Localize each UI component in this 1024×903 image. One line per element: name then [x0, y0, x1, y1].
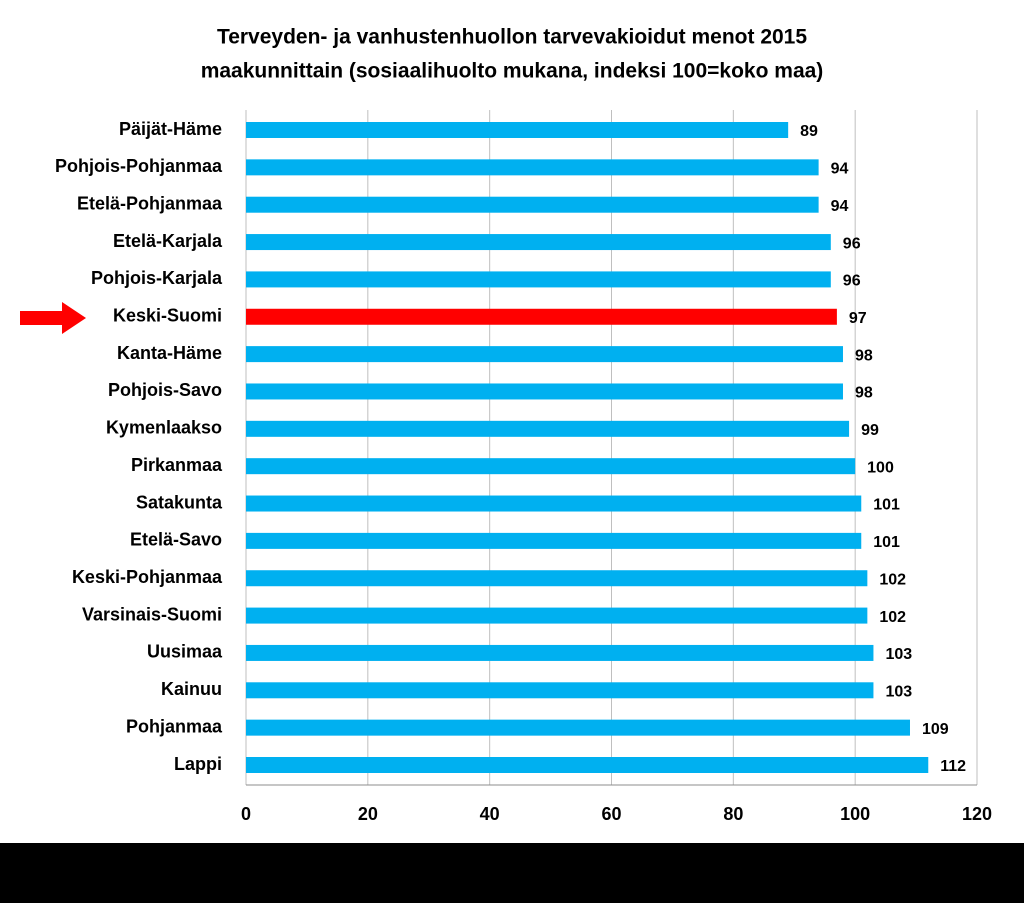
y-tick-label: Varsinais-Suomi	[82, 604, 222, 624]
data-label: 112	[940, 758, 966, 775]
data-label: 103	[885, 684, 912, 701]
y-tick-label: Pirkanmaa	[131, 455, 223, 475]
y-tick-label: Pohjanmaa	[126, 716, 223, 736]
data-label: 98	[855, 385, 873, 402]
data-label: 97	[849, 310, 867, 327]
x-tick-label: 120	[962, 804, 992, 824]
bar	[246, 644, 874, 661]
bar	[246, 196, 819, 213]
y-tick-label: Kainuu	[161, 679, 222, 699]
y-tick-label: Pohjois-Pohjanmaa	[55, 156, 223, 176]
data-label: 102	[879, 609, 906, 626]
grid	[245, 110, 978, 785]
data-label: 94	[831, 198, 849, 215]
x-tick-label: 0	[241, 804, 251, 824]
bar	[246, 532, 862, 549]
bar	[246, 122, 789, 138]
highlight-arrow	[20, 302, 86, 334]
bar	[246, 383, 843, 400]
data-label: 99	[861, 422, 879, 439]
y-tick-label: Etelä-Savo	[130, 530, 222, 550]
y-tick-label: Keski-Suomi	[113, 306, 222, 326]
data-label: 100	[867, 459, 894, 476]
data-label: 109	[922, 721, 949, 738]
y-tick-label: Keski-Pohjanmaa	[72, 567, 223, 587]
y-tick-label: Etelä-Pohjanmaa	[77, 193, 223, 213]
y-tick-label: Lappi	[174, 754, 222, 774]
bar	[246, 607, 868, 624]
y-tick-label: Kymenlaakso	[106, 418, 222, 438]
bar	[246, 570, 868, 587]
y-tick-label: Satakunta	[136, 492, 223, 512]
data-label: 96	[843, 235, 861, 252]
x-tick-label: 100	[840, 804, 870, 824]
data-label: 101	[873, 534, 900, 551]
bar	[246, 495, 862, 512]
y-tick-label: Päijät-Häme	[119, 119, 222, 139]
x-tick-label: 20	[358, 804, 378, 824]
y-tick-label: Kanta-Häme	[117, 343, 222, 363]
bar	[246, 458, 856, 475]
x-tick-label: 40	[480, 804, 500, 824]
y-tick-label: Uusimaa	[147, 642, 223, 662]
chart-title: Terveyden- ja vanhustenhuollon tarvevaki…	[217, 26, 807, 49]
y-tick-label: Pohjois-Karjala	[91, 268, 223, 288]
data-label: 102	[879, 571, 906, 588]
data-label: 98	[855, 347, 873, 364]
chart-title: maakunnittain (sosiaalihuolto mukana, in…	[201, 60, 824, 83]
y-tick-label: Etelä-Karjala	[113, 231, 223, 251]
data-label: 94	[831, 161, 849, 178]
x-tick-label: 80	[723, 804, 743, 824]
data-label: 89	[800, 123, 818, 140]
bar	[246, 719, 910, 736]
data-label: 103	[885, 646, 912, 663]
data-label: 96	[843, 273, 861, 290]
bar	[246, 346, 843, 363]
bar	[246, 757, 929, 773]
data-label: 101	[873, 497, 900, 514]
x-tick-label: 60	[601, 804, 621, 824]
bar	[246, 234, 831, 251]
bar	[246, 159, 819, 176]
bar	[246, 308, 837, 325]
bar	[246, 420, 850, 437]
y-tick-label: Pohjois-Savo	[108, 380, 222, 400]
bar	[246, 682, 874, 699]
bar	[246, 271, 831, 288]
